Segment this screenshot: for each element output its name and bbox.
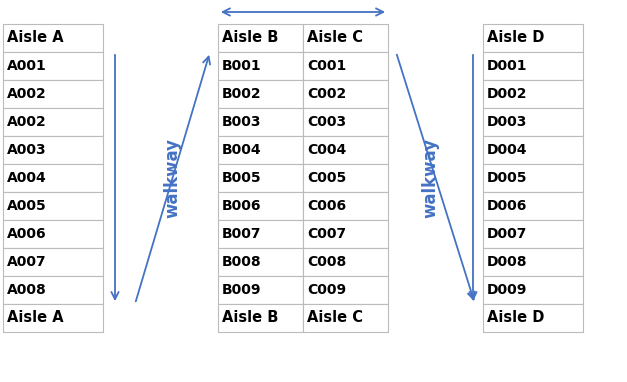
Bar	[3, 52, 103, 80]
Text: B008: B008	[222, 255, 261, 269]
Bar	[303, 52, 388, 80]
Text: walkway: walkway	[163, 138, 181, 218]
Text: B005: B005	[222, 171, 261, 185]
Bar	[218, 24, 303, 52]
Bar	[3, 164, 103, 192]
Bar	[218, 108, 303, 136]
Bar	[3, 248, 103, 276]
Bar	[303, 108, 388, 136]
Text: Aisle C: Aisle C	[307, 31, 363, 45]
Bar	[483, 220, 583, 248]
Bar	[218, 304, 303, 332]
Bar	[3, 108, 103, 136]
Bar	[3, 220, 103, 248]
Bar	[303, 304, 388, 332]
Text: Aisle B: Aisle B	[222, 31, 278, 45]
Text: C008: C008	[307, 255, 346, 269]
Bar	[218, 192, 303, 220]
Text: A002: A002	[7, 115, 47, 129]
Bar	[303, 220, 388, 248]
Text: Aisle B: Aisle B	[222, 311, 278, 325]
Bar	[3, 276, 103, 304]
Bar	[218, 52, 303, 80]
Text: C003: C003	[307, 115, 346, 129]
Text: D001: D001	[487, 59, 527, 73]
Text: A008: A008	[7, 283, 47, 297]
Text: A004: A004	[7, 171, 47, 185]
Text: D007: D007	[487, 227, 527, 241]
Bar	[303, 276, 388, 304]
Text: Aisle A: Aisle A	[7, 31, 63, 45]
Bar	[303, 164, 388, 192]
Bar	[3, 24, 103, 52]
Text: C009: C009	[307, 283, 346, 297]
Text: C005: C005	[307, 171, 346, 185]
Text: B003: B003	[222, 115, 261, 129]
Text: C001: C001	[307, 59, 346, 73]
Text: Aisle C: Aisle C	[307, 311, 363, 325]
Text: D002: D002	[487, 87, 527, 101]
Text: B009: B009	[222, 283, 261, 297]
Text: A003: A003	[7, 143, 46, 157]
Text: B002: B002	[222, 87, 261, 101]
Text: D008: D008	[487, 255, 527, 269]
Bar	[483, 164, 583, 192]
Bar	[303, 192, 388, 220]
Bar	[483, 136, 583, 164]
Bar	[218, 248, 303, 276]
Bar	[3, 304, 103, 332]
Text: D003: D003	[487, 115, 527, 129]
Text: C002: C002	[307, 87, 346, 101]
Bar	[218, 220, 303, 248]
Bar	[303, 80, 388, 108]
Bar	[218, 80, 303, 108]
Bar	[3, 136, 103, 164]
Bar	[303, 24, 388, 52]
Bar	[303, 248, 388, 276]
Text: D009: D009	[487, 283, 527, 297]
Bar	[218, 164, 303, 192]
Text: B006: B006	[222, 199, 261, 213]
Text: A005: A005	[7, 199, 47, 213]
Bar	[483, 108, 583, 136]
Text: A001: A001	[7, 59, 47, 73]
Text: walkway: walkway	[422, 138, 440, 218]
Bar	[3, 192, 103, 220]
Text: B007: B007	[222, 227, 261, 241]
Bar	[483, 248, 583, 276]
Text: B004: B004	[222, 143, 261, 157]
Text: Aisle A: Aisle A	[7, 311, 63, 325]
Bar	[483, 304, 583, 332]
Text: C006: C006	[307, 199, 346, 213]
Bar	[218, 136, 303, 164]
Text: D005: D005	[487, 171, 527, 185]
Text: C007: C007	[307, 227, 346, 241]
Bar	[483, 276, 583, 304]
Text: A006: A006	[7, 227, 46, 241]
Bar	[3, 80, 103, 108]
Text: D006: D006	[487, 199, 527, 213]
Bar	[303, 136, 388, 164]
Text: Aisle D: Aisle D	[487, 31, 544, 45]
Text: A007: A007	[7, 255, 46, 269]
Bar	[483, 52, 583, 80]
Bar	[483, 80, 583, 108]
Text: A002: A002	[7, 87, 47, 101]
Text: D004: D004	[487, 143, 527, 157]
Text: Aisle D: Aisle D	[487, 311, 544, 325]
Text: C004: C004	[307, 143, 346, 157]
Bar	[218, 276, 303, 304]
Text: B001: B001	[222, 59, 261, 73]
Bar	[483, 192, 583, 220]
Bar	[483, 24, 583, 52]
